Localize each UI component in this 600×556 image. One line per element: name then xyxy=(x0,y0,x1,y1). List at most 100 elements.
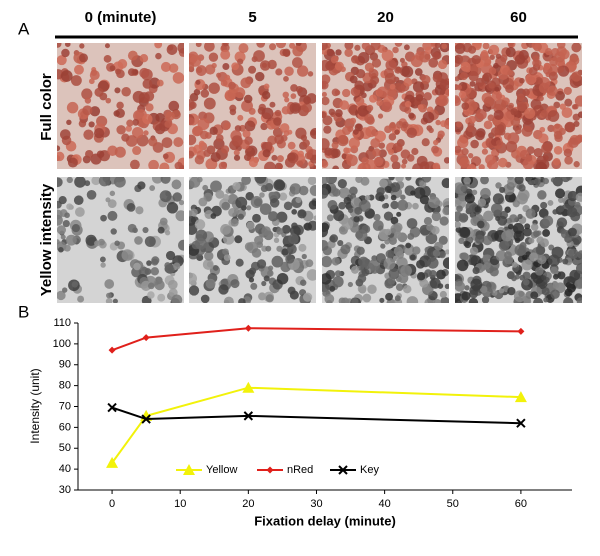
cell xyxy=(483,262,491,270)
cell xyxy=(199,130,209,140)
cell xyxy=(57,290,66,301)
cell xyxy=(406,296,419,303)
cell xyxy=(126,119,134,127)
cell xyxy=(161,137,173,148)
cell xyxy=(152,177,163,184)
cell xyxy=(265,245,272,252)
cell xyxy=(113,61,124,72)
cell xyxy=(160,61,172,73)
cell xyxy=(540,238,549,248)
cell xyxy=(271,255,284,268)
cell xyxy=(378,149,387,158)
cell xyxy=(329,285,336,292)
cell xyxy=(189,285,200,296)
cell xyxy=(494,86,500,92)
cell xyxy=(511,261,518,268)
y-tick-label: 110 xyxy=(53,317,71,329)
cell xyxy=(166,44,178,55)
cell xyxy=(376,187,385,196)
cell xyxy=(440,296,449,303)
cell xyxy=(70,75,82,86)
cell xyxy=(260,122,268,131)
cell xyxy=(100,214,107,222)
cell xyxy=(329,234,339,243)
cell xyxy=(252,213,261,223)
cell xyxy=(361,268,370,277)
cell xyxy=(254,177,267,184)
cell xyxy=(300,279,307,286)
cell xyxy=(564,121,576,133)
cell xyxy=(364,62,375,72)
y-tick-label: 90 xyxy=(59,359,71,371)
cell xyxy=(297,150,305,158)
cell xyxy=(530,223,539,231)
cell xyxy=(468,70,479,82)
cell xyxy=(577,250,582,259)
cell xyxy=(470,139,479,149)
legend-marker xyxy=(183,464,195,475)
cell xyxy=(200,89,210,98)
cell xyxy=(381,49,394,62)
cell xyxy=(544,47,553,56)
cell xyxy=(297,209,307,219)
cell xyxy=(475,234,485,244)
cell xyxy=(507,223,514,230)
cell xyxy=(526,146,535,155)
cell xyxy=(426,106,434,114)
cell xyxy=(66,119,72,125)
cell xyxy=(202,184,209,191)
cell xyxy=(322,256,333,268)
cell xyxy=(394,66,402,74)
cell xyxy=(168,279,178,290)
cell xyxy=(283,75,289,82)
cell xyxy=(57,151,65,162)
cell xyxy=(483,210,494,222)
cell xyxy=(231,135,243,147)
cell xyxy=(155,52,162,60)
cell xyxy=(531,43,540,50)
cell xyxy=(441,177,449,189)
cell xyxy=(383,211,394,221)
cell xyxy=(507,287,516,296)
cell xyxy=(547,110,560,122)
cell xyxy=(388,133,397,141)
cell xyxy=(308,200,316,210)
cell xyxy=(331,88,340,97)
legend-marker xyxy=(266,466,274,474)
cell xyxy=(403,44,410,51)
cell xyxy=(488,82,495,89)
cell xyxy=(301,253,307,260)
cell xyxy=(434,241,443,251)
panel-label: B xyxy=(18,302,29,321)
cell xyxy=(401,158,408,165)
cell xyxy=(307,71,314,77)
cell xyxy=(568,137,579,149)
cell xyxy=(295,127,307,139)
cell xyxy=(482,43,490,50)
cell xyxy=(198,140,205,147)
cell xyxy=(424,269,432,277)
cell xyxy=(409,254,416,261)
cell xyxy=(309,185,316,196)
cell xyxy=(88,121,95,128)
cell xyxy=(327,199,338,210)
cell xyxy=(307,177,316,186)
cell xyxy=(390,194,397,201)
cell xyxy=(66,101,79,114)
cell xyxy=(514,54,526,65)
cell xyxy=(423,217,433,226)
cell xyxy=(203,97,216,110)
cell xyxy=(482,72,492,82)
cell xyxy=(507,69,514,76)
cell xyxy=(395,283,404,292)
cell xyxy=(497,157,508,168)
cell xyxy=(505,47,516,58)
cell xyxy=(251,56,258,63)
cell xyxy=(489,54,495,60)
cell xyxy=(233,154,241,161)
cell xyxy=(432,51,441,60)
cell xyxy=(264,161,276,169)
cell xyxy=(571,43,582,53)
micrographs xyxy=(57,43,582,303)
cell xyxy=(444,283,449,290)
